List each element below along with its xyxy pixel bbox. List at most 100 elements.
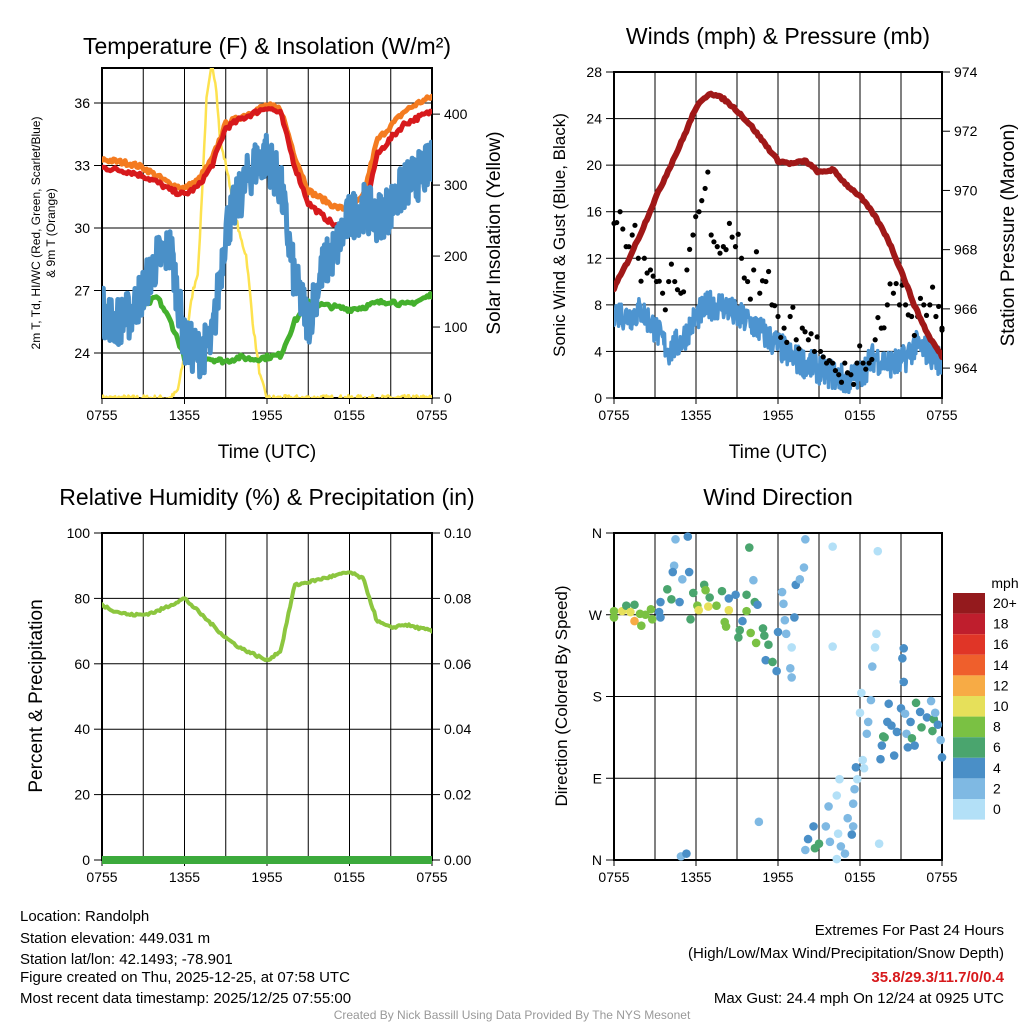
wind-direction-point xyxy=(840,849,850,858)
gust-point xyxy=(939,327,945,333)
y-tick-label: 60 xyxy=(74,656,90,672)
x-tick-label: 1355 xyxy=(169,869,200,885)
gust-point xyxy=(732,244,739,250)
wind-direction-point xyxy=(646,605,656,614)
gust-point xyxy=(832,367,839,374)
colorbar-label: 12 xyxy=(993,677,1009,693)
wind-direction-point xyxy=(859,763,869,773)
x-tick-label: 1355 xyxy=(680,407,711,423)
wind-direction-point xyxy=(667,595,676,604)
colorbar-label: 20+ xyxy=(993,595,1017,611)
humidity-chart-title: Relative Humidity (%) & Precipitation (i… xyxy=(59,484,474,510)
x-tick-label: 1355 xyxy=(680,869,711,885)
wind-direction-point xyxy=(848,822,858,831)
wind-direction-point xyxy=(688,588,698,598)
wind-direction-point xyxy=(825,837,835,847)
gust-point xyxy=(751,267,757,273)
x-tick-label: 0155 xyxy=(844,869,875,885)
gust-point xyxy=(917,295,924,301)
right-y-tick-label: 968 xyxy=(954,242,978,258)
wind-direction-point xyxy=(907,733,917,743)
gust-point xyxy=(851,381,857,387)
gust-point xyxy=(866,360,872,366)
plot-frame xyxy=(613,532,943,861)
y-tick-label: 0 xyxy=(594,390,602,406)
gust-point xyxy=(909,313,915,320)
colorbar-label: 16 xyxy=(993,636,1009,652)
x-tick-label: 0755 xyxy=(598,407,629,423)
y-tick-label: 8 xyxy=(594,297,602,313)
colorbar-swatch xyxy=(953,799,985,820)
wind-direction-point xyxy=(801,845,810,855)
wind-direction-point xyxy=(847,830,857,839)
gust-point xyxy=(753,249,760,255)
wind-direction-point xyxy=(892,727,902,737)
wind-direction-point xyxy=(777,587,787,597)
wind-direction-point xyxy=(742,606,751,616)
gust-point xyxy=(620,226,626,232)
temperature-y-label-2: & 9m T (Orange) xyxy=(44,188,58,278)
gust-point xyxy=(911,332,917,339)
gust-point xyxy=(881,325,887,331)
wind-direction-point xyxy=(701,585,710,595)
wind-direction-point xyxy=(764,640,773,650)
gust-point xyxy=(726,220,733,226)
wind-direction-point xyxy=(928,726,937,736)
gust-point xyxy=(687,246,693,252)
gust-point xyxy=(921,302,927,308)
gust-point xyxy=(747,296,753,302)
wind-direction-point xyxy=(903,743,913,752)
wind-direction-point xyxy=(832,854,842,864)
right-y-tick-label: 0.00 xyxy=(444,852,471,868)
wind-direction-point xyxy=(637,621,646,630)
wind-direction-point xyxy=(671,535,680,544)
colorbar-swatch xyxy=(953,778,985,799)
gust-point xyxy=(650,273,656,279)
gust-point xyxy=(820,354,826,360)
gust-point xyxy=(781,325,787,331)
footer-created: Figure created on Thu, 2025-12-25, at 07… xyxy=(20,969,350,986)
colorbar-swatch xyxy=(953,675,985,696)
right-y-tick-label: 100 xyxy=(444,319,468,335)
wind-direction-point xyxy=(809,822,818,831)
gust-point xyxy=(805,337,811,343)
wind-direction-point xyxy=(803,834,813,844)
gust-point xyxy=(854,360,860,366)
panel-0: 24 27 30 33 36 0 100 200 300 400 0755 1355 1955 0155 0… xyxy=(74,67,468,423)
wind-direction-point xyxy=(734,633,743,642)
gust-point xyxy=(745,278,751,285)
wind-direction-point xyxy=(937,753,947,762)
extremes-title: Extremes For Past 24 Hours xyxy=(815,922,1004,939)
wind-direction-point xyxy=(675,597,684,607)
wind-direction-point xyxy=(843,813,852,823)
footer-location: Location: Randolph xyxy=(20,908,149,925)
solar-y-label: Solar Insolation (Yellow) xyxy=(484,131,505,334)
wind-direction-point xyxy=(717,586,727,596)
wind-direction-point xyxy=(684,567,694,577)
gust-point xyxy=(738,255,745,261)
wind-direction-point xyxy=(742,590,751,600)
colorbar-title: mph xyxy=(991,575,1018,591)
gust-point xyxy=(672,278,678,285)
colorbar-label: 14 xyxy=(993,657,1009,673)
wind-direction-point xyxy=(795,575,805,584)
right-y-tick-label: 970 xyxy=(954,182,978,198)
wind-direction-point xyxy=(780,615,790,625)
wind-direction-point xyxy=(786,664,795,673)
wind-direction-point xyxy=(848,799,858,808)
right-y-tick-label: 964 xyxy=(954,360,978,376)
y-tick-label: 33 xyxy=(74,158,90,174)
gust-point xyxy=(666,278,672,285)
wind-direction-point xyxy=(630,600,639,610)
wind-direction-point xyxy=(781,629,791,639)
gust-point xyxy=(842,360,848,366)
wind-direction-point xyxy=(799,563,809,572)
wind-direction-point xyxy=(656,613,665,622)
gust-point xyxy=(702,185,708,192)
wind-direction-point xyxy=(630,616,639,626)
wind-direction-point xyxy=(911,698,921,708)
wind-direction-point xyxy=(721,622,731,631)
wind-direction-point xyxy=(663,585,672,594)
wind-direction-point xyxy=(872,629,881,639)
gust-point xyxy=(765,268,772,275)
